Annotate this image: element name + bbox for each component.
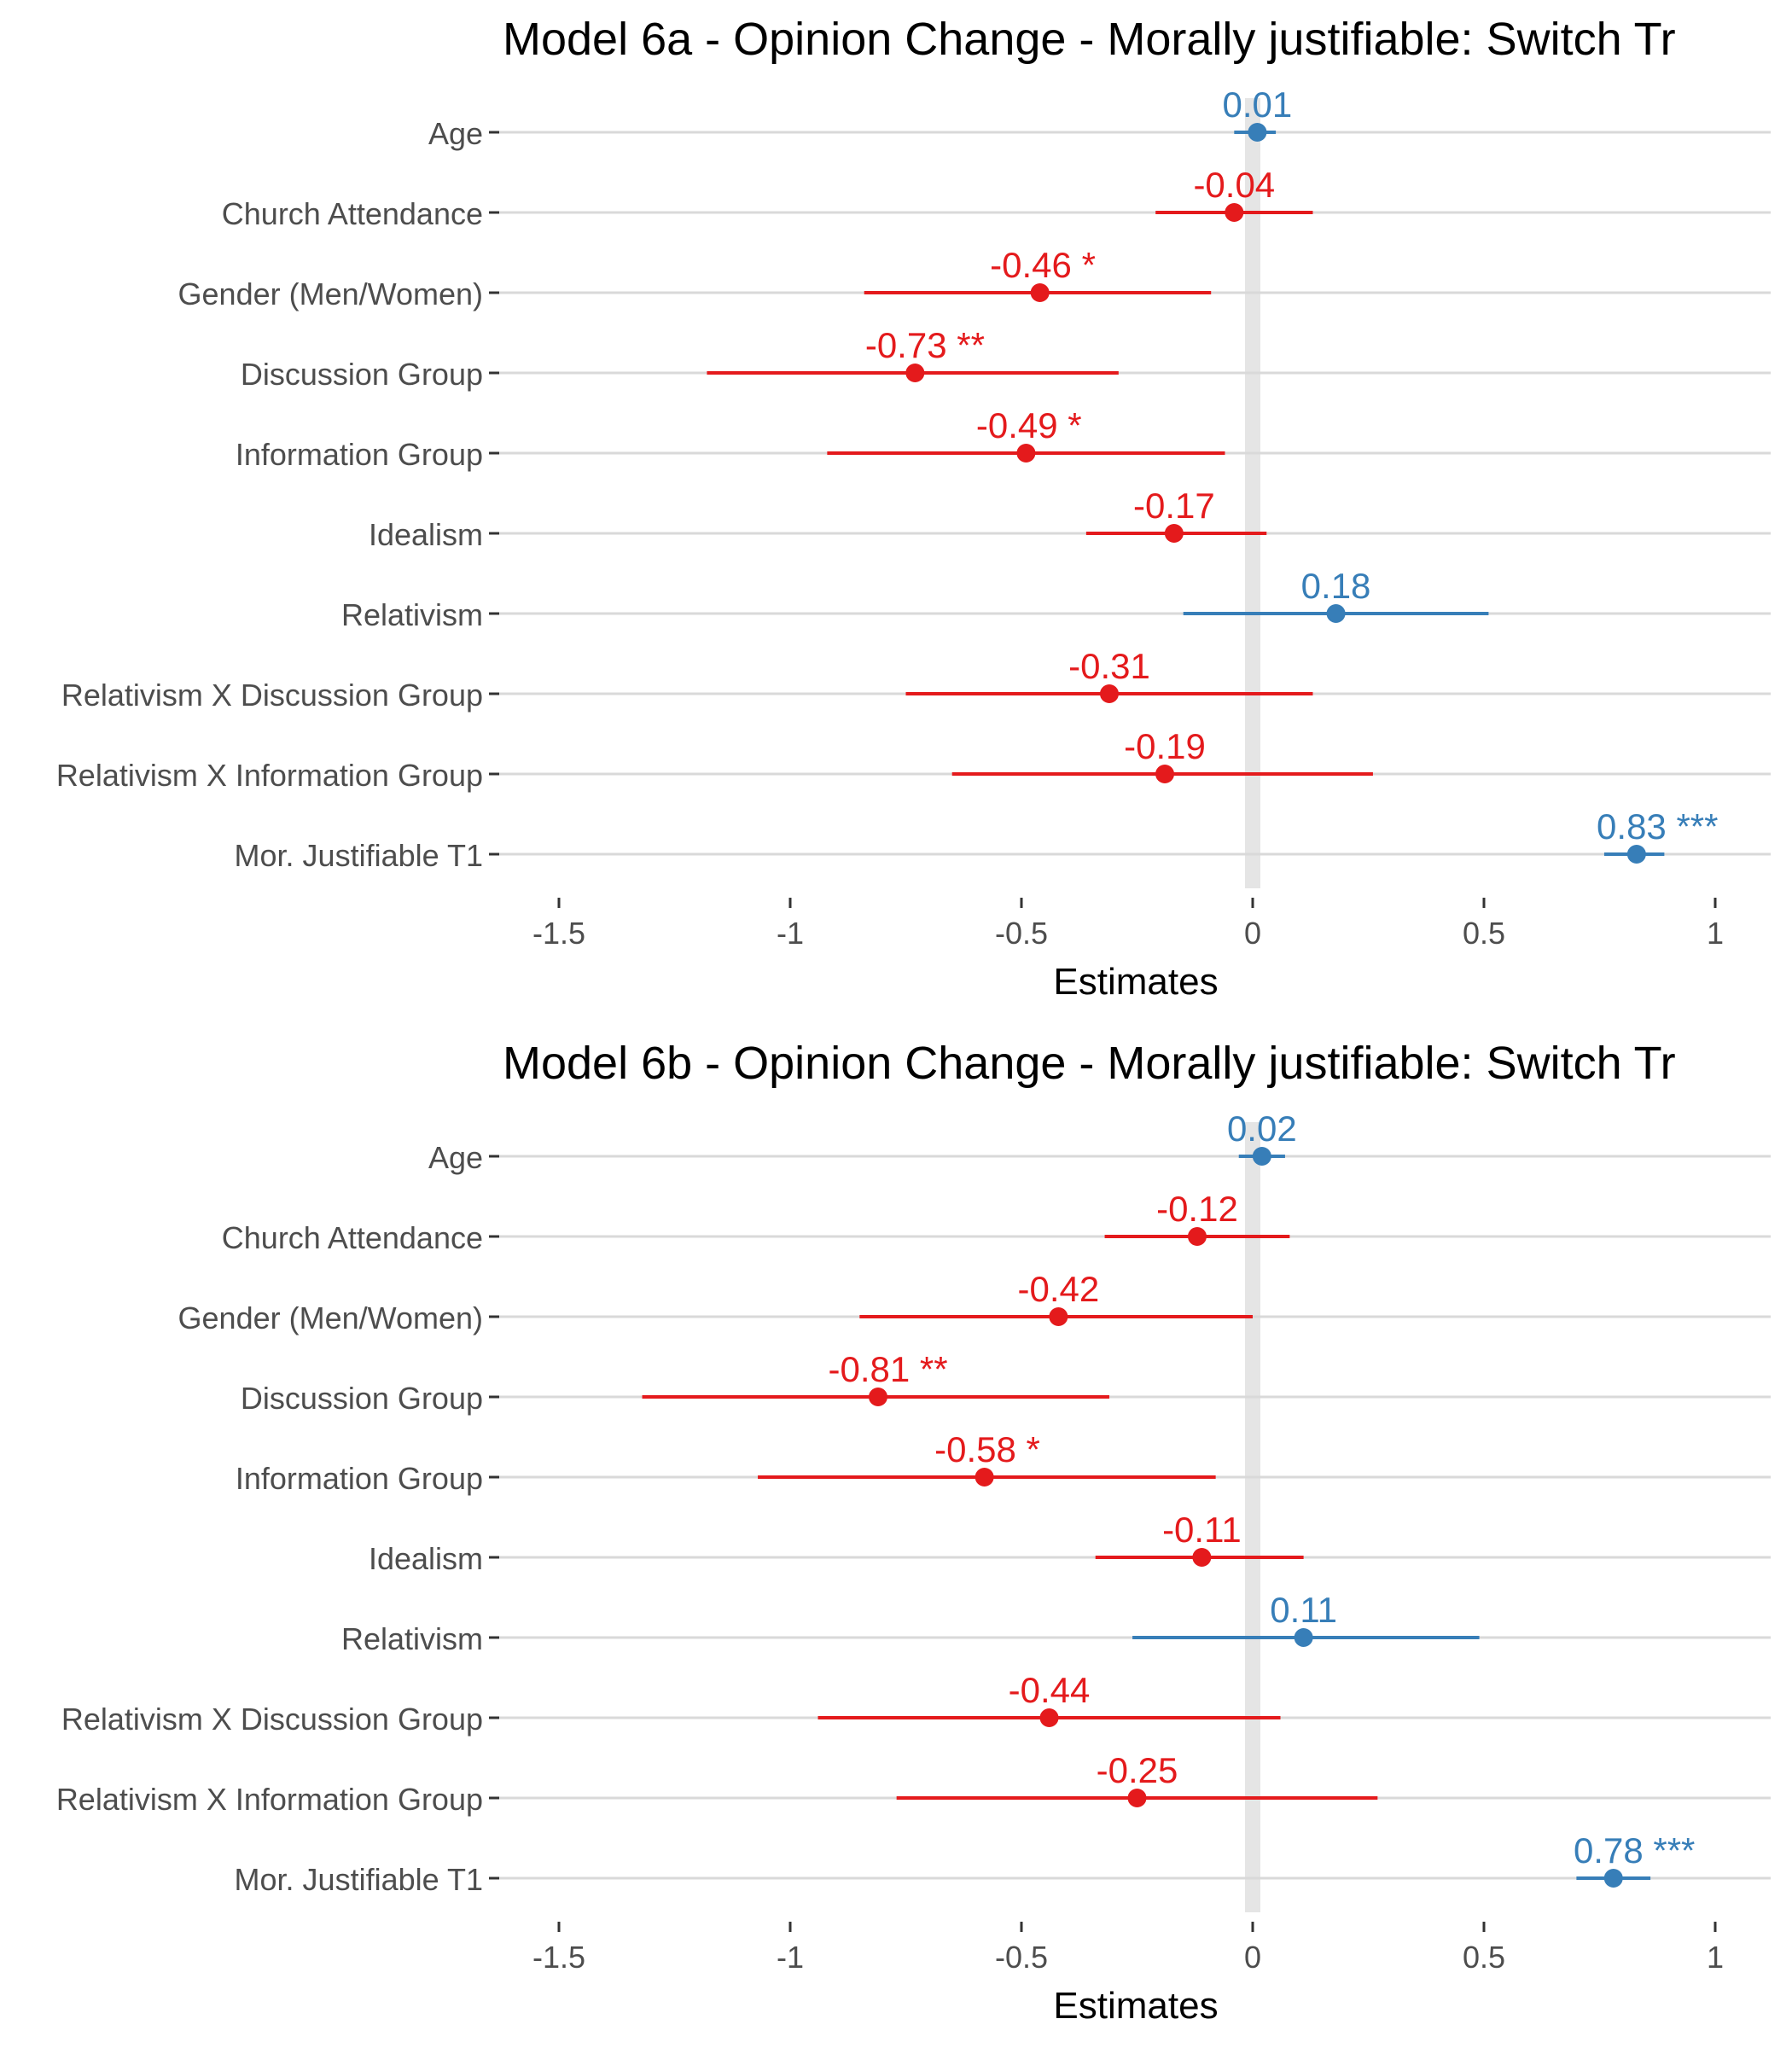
y-tick-label: Discussion Group [241, 1381, 483, 1416]
estimate-point [1016, 444, 1036, 463]
chart-title: Model 6a - Opinion Change - Morally just… [503, 14, 1676, 65]
estimate-point [1626, 845, 1646, 864]
y-tick-label: Idealism [369, 517, 483, 552]
chart-panel-model-6a: Model 6a - Opinion Change - Morally just… [56, 14, 1771, 1003]
estimate-point [1192, 1548, 1212, 1567]
data-label: -0.46 * [990, 245, 1096, 285]
x-tick-label: 0.5 [1463, 1940, 1505, 1975]
chart-panel-model-6b: Model 6b - Opinion Change - Morally just… [56, 1038, 1771, 2027]
data-label: -0.04 [1193, 165, 1275, 205]
data-label: 0.01 [1223, 84, 1293, 125]
estimate-point [1187, 1227, 1207, 1246]
data-label: -0.25 [1097, 1750, 1178, 1790]
zero-reference-band [1245, 1122, 1260, 1912]
data-label: -0.58 * [934, 1429, 1040, 1469]
data-label: 0.11 [1270, 1590, 1337, 1630]
data-label: -0.73 ** [865, 325, 985, 365]
estimate-point [1164, 524, 1184, 543]
x-tick-label: -0.5 [995, 916, 1048, 951]
x-axis-title: Estimates [1053, 1985, 1218, 2027]
x-tick-label: -1.5 [532, 916, 585, 951]
y-tick-label: Idealism [369, 1541, 483, 1576]
data-label: 0.02 [1227, 1108, 1297, 1149]
estimate-point [975, 1468, 994, 1487]
data-label: -0.12 [1156, 1189, 1238, 1229]
data-label: -0.19 [1124, 726, 1206, 766]
data-label: -0.31 [1068, 646, 1150, 686]
y-tick-label: Church Attendance [222, 1220, 483, 1255]
y-tick-label: Age [428, 1140, 483, 1175]
estimate-point [1030, 283, 1050, 302]
y-tick-label: Information Group [236, 437, 483, 472]
y-tick-label: Discussion Group [241, 357, 483, 392]
y-tick-label: Relativism X Information Group [56, 1782, 483, 1817]
x-tick-label: 0 [1244, 916, 1261, 951]
x-tick-label: 1 [1707, 1940, 1724, 1975]
x-tick-label: -1 [777, 916, 804, 951]
estimate-point [1326, 604, 1346, 623]
y-tick-label: Relativism X Discussion Group [61, 1702, 483, 1737]
estimate-point [1049, 1307, 1068, 1326]
x-tick-label: -1 [777, 1940, 804, 1975]
estimate-point [1099, 684, 1119, 703]
y-tick-label: Church Attendance [222, 196, 483, 231]
y-tick-label: Gender (Men/Women) [178, 276, 483, 311]
x-axis-title: Estimates [1053, 961, 1218, 1003]
x-tick-label: 0.5 [1463, 916, 1505, 951]
y-tick-label: Relativism X Information Group [56, 758, 483, 793]
y-tick-label: Gender (Men/Women) [178, 1300, 483, 1335]
y-tick-label: Relativism X Discussion Group [61, 678, 483, 713]
data-label: -0.81 ** [828, 1349, 947, 1389]
y-tick-label: Mor. Justifiable T1 [235, 1862, 483, 1897]
estimate-point [905, 364, 925, 382]
data-label: 0.83 *** [1597, 806, 1718, 847]
estimate-point [1252, 1147, 1271, 1166]
y-tick-label: Mor. Justifiable T1 [235, 838, 483, 873]
estimate-point [1603, 1869, 1623, 1888]
x-tick-label: 0 [1244, 1940, 1261, 1975]
estimate-point [1225, 203, 1244, 222]
estimate-point [1127, 1789, 1147, 1807]
estimate-point [1294, 1628, 1313, 1647]
data-label: -0.42 [1017, 1269, 1099, 1309]
chart-title: Model 6b - Opinion Change - Morally just… [503, 1038, 1676, 1089]
y-tick-label: Age [428, 116, 483, 151]
x-tick-label: -0.5 [995, 1940, 1048, 1975]
data-label: -0.44 [1009, 1670, 1091, 1710]
x-tick-label: 1 [1707, 916, 1724, 951]
data-label: -0.11 [1162, 1510, 1242, 1550]
estimate-point [868, 1388, 887, 1406]
data-label: -0.49 * [976, 405, 1082, 445]
x-tick-label: -1.5 [532, 1940, 585, 1975]
data-label: 0.78 *** [1574, 1830, 1695, 1871]
estimate-point [1039, 1708, 1059, 1727]
data-label: 0.18 [1301, 566, 1371, 606]
zero-reference-band [1245, 98, 1260, 888]
y-tick-label: Relativism [341, 597, 483, 632]
y-tick-label: Information Group [236, 1461, 483, 1496]
y-tick-label: Relativism [341, 1621, 483, 1656]
estimate-point [1155, 765, 1175, 783]
estimate-point [1248, 123, 1267, 142]
data-label: -0.17 [1133, 486, 1215, 526]
